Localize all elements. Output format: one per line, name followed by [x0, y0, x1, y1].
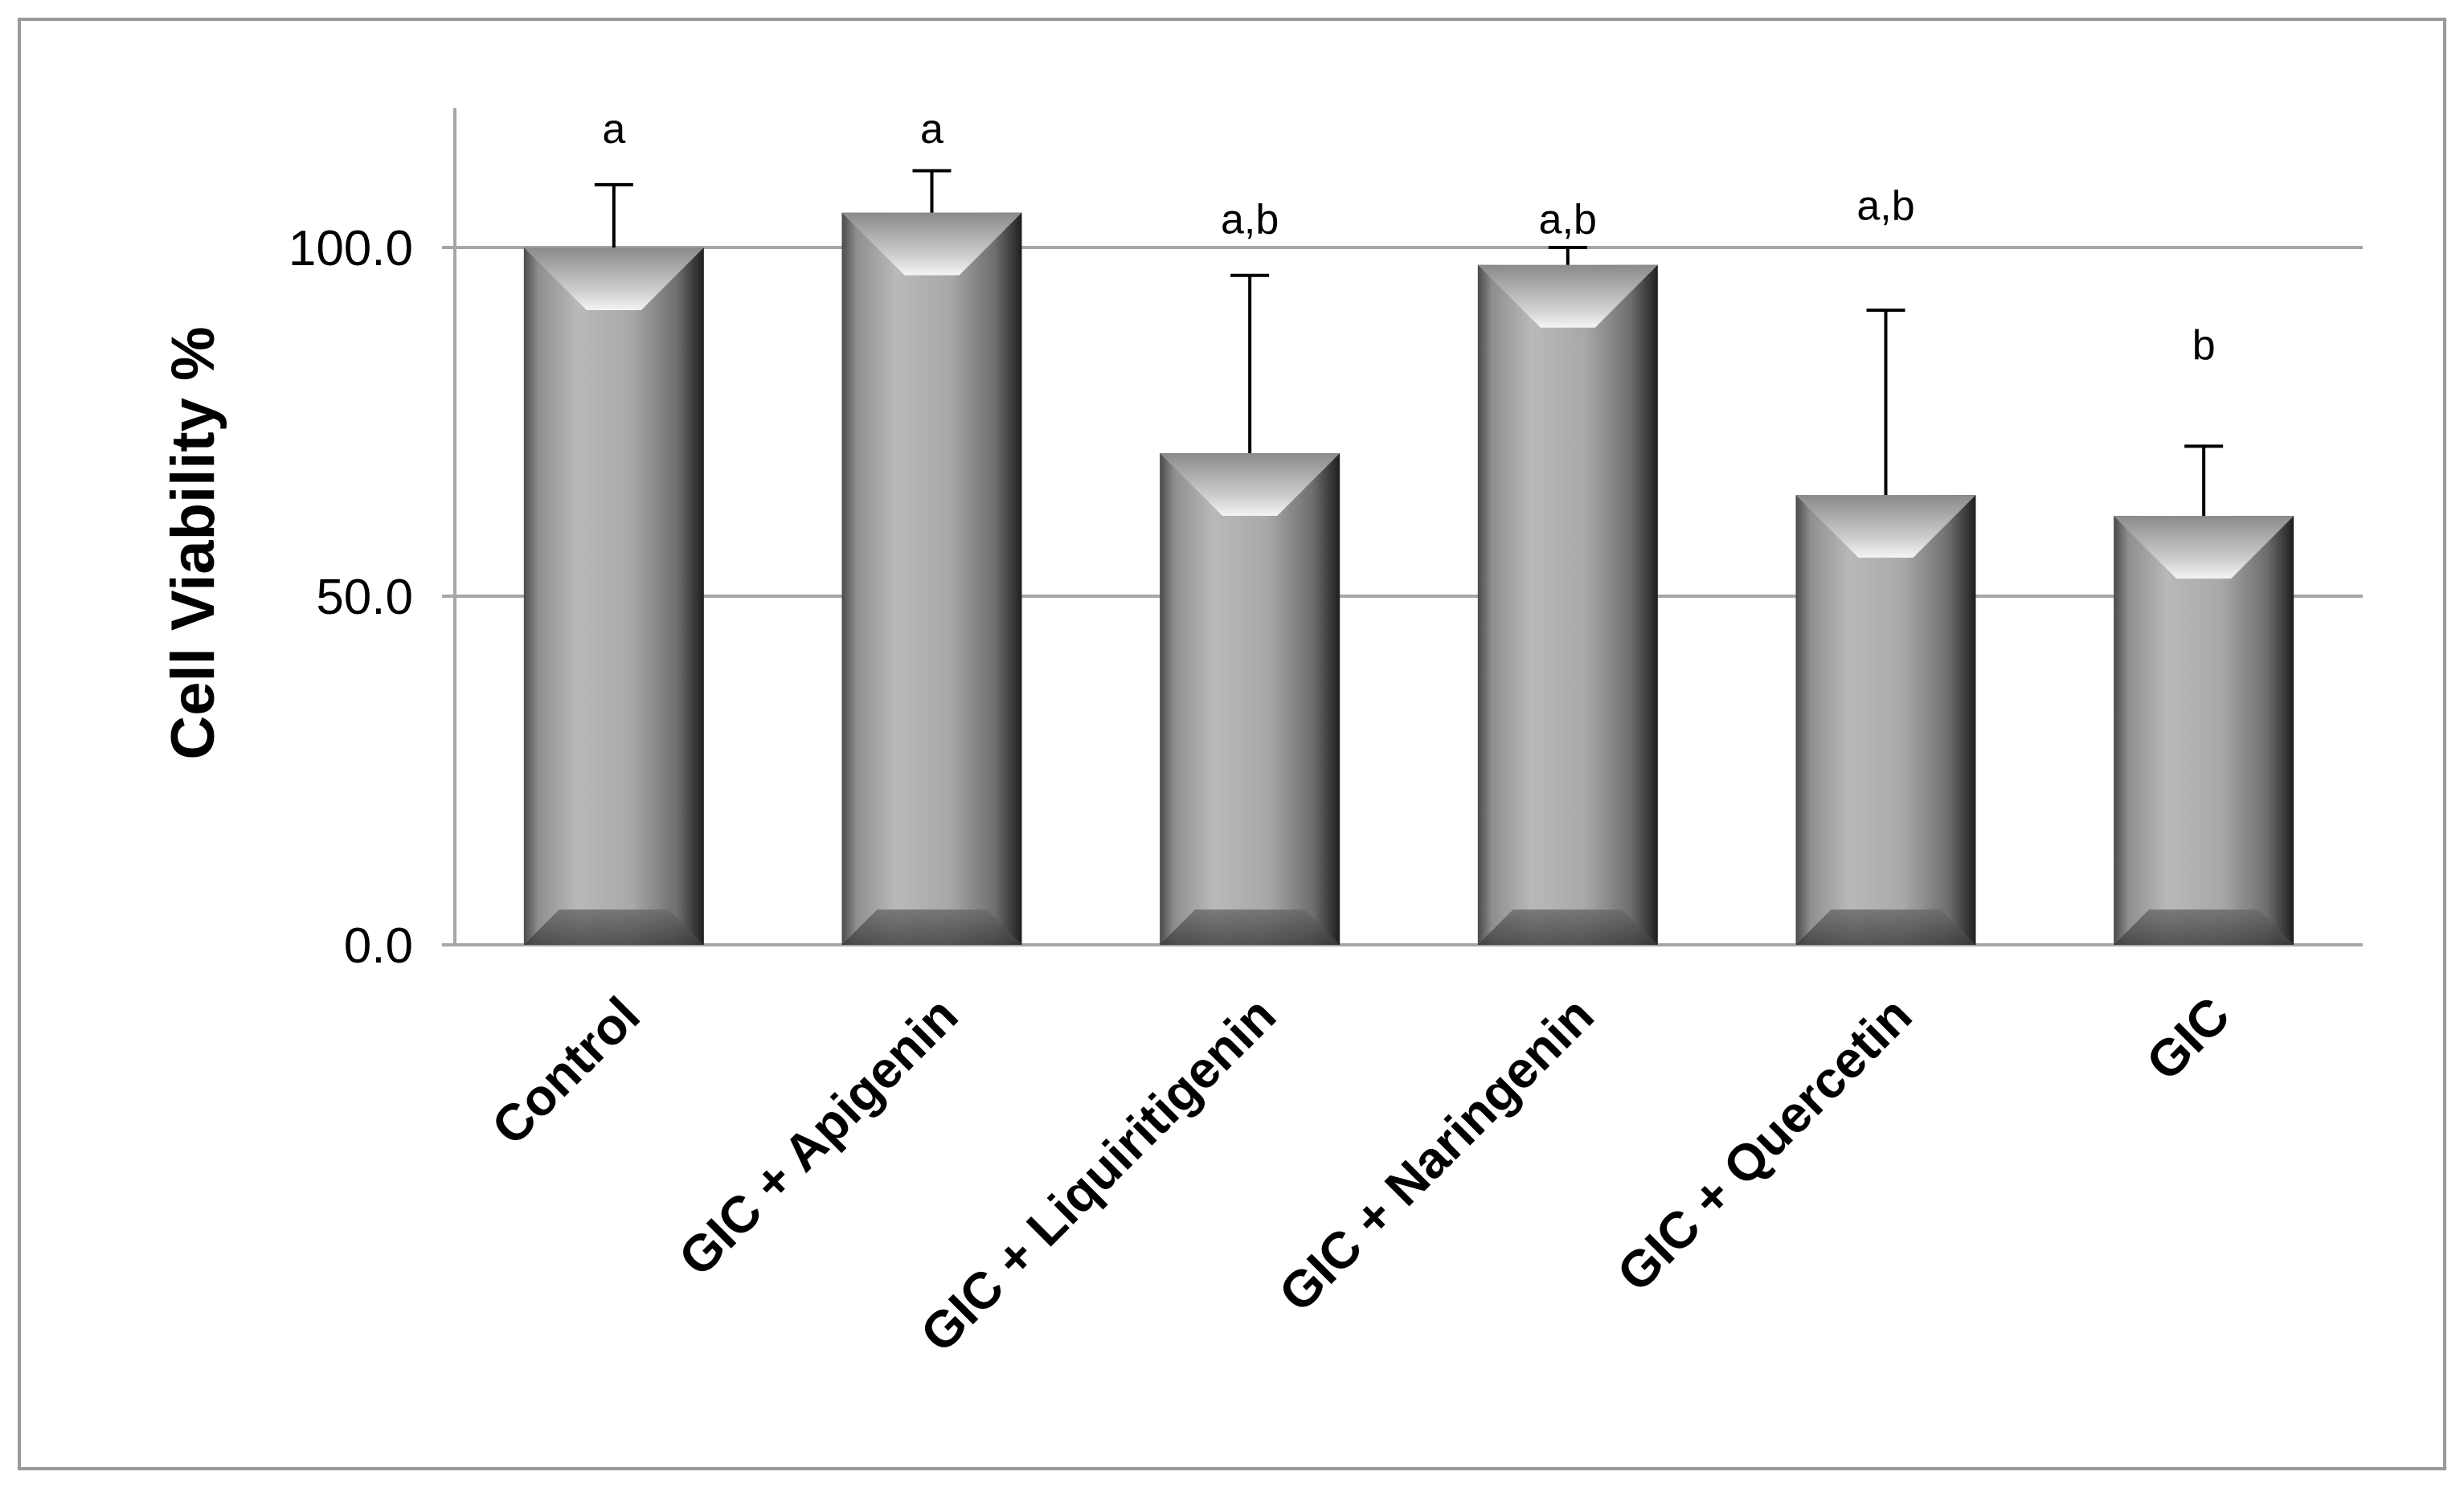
- significance-label: a,b: [1221, 197, 1279, 243]
- bar: [1160, 453, 1340, 945]
- x-tick-label: Control: [481, 986, 651, 1156]
- significance-label: a,b: [1539, 197, 1597, 243]
- bar-bevel-bottom: [1795, 910, 1976, 945]
- error-bars: [594, 169, 2224, 517]
- bar-bevel-top: [1477, 264, 1658, 328]
- bar-body: [523, 247, 704, 945]
- bar: [1477, 264, 1658, 945]
- bar-body: [841, 212, 1022, 946]
- gridlines: [455, 246, 2363, 598]
- significance-label: b: [2192, 322, 2216, 369]
- bar-bevel-top: [1160, 453, 1340, 517]
- error-bar: [2184, 444, 2224, 517]
- y-tick-labels: 0.0 50.0 100.0: [289, 221, 413, 974]
- x-tick-label: GIC + Quercetin: [1606, 986, 1922, 1302]
- bar: [2114, 516, 2294, 945]
- error-bar: [594, 182, 633, 247]
- significance-label: a: [920, 106, 943, 153]
- y-axis-title: Cell Viability %: [159, 326, 227, 759]
- significance-labels: a a a,b a,b a,b b: [602, 106, 2215, 369]
- x-tick-label: GIC + Apigenin: [668, 986, 969, 1287]
- bar: [841, 212, 1022, 946]
- axes: [442, 108, 2363, 946]
- bar-bevel-bottom: [2114, 910, 2294, 945]
- bar-body: [1160, 453, 1340, 945]
- error-bar: [1230, 273, 1270, 454]
- significance-label: a,b: [1856, 182, 1914, 229]
- bar-body: [1795, 495, 1976, 945]
- y-tick-label: 100.0: [289, 221, 413, 276]
- x-tick-label: GIC + Naringenin: [1267, 986, 1604, 1322]
- bar-bevel-bottom: [523, 910, 704, 945]
- error-bar: [1866, 309, 1905, 496]
- bar-chart: a a a,b a,b a,b b 0.0 50.0 100.0 Control GIC + A…: [159, 106, 2363, 1363]
- y-tick-label: 50.0: [316, 570, 413, 625]
- bar-bevel-top: [841, 212, 1022, 276]
- bar-bevel-bottom: [841, 910, 1022, 945]
- error-bar: [1548, 246, 1587, 265]
- bar-bevel-top: [523, 247, 704, 310]
- y-tick-label: 0.0: [344, 918, 413, 974]
- bar-body: [1477, 264, 1658, 945]
- x-tick-label: GIC + Liquiritigenin: [910, 986, 1287, 1363]
- bar-bevel-top: [2114, 516, 2294, 579]
- error-bar: [912, 169, 952, 213]
- x-tick-label: GIC: [2135, 986, 2241, 1091]
- bars: [523, 212, 2294, 946]
- bar-bevel-bottom: [1160, 910, 1340, 945]
- chart-frame: a a a,b a,b a,b b 0.0 50.0 100.0 Control GIC + A…: [18, 18, 2446, 1470]
- bar-bevel-top: [1795, 495, 1976, 558]
- bar: [1795, 495, 1976, 945]
- bar-body: [2114, 516, 2294, 945]
- bar: [523, 247, 704, 945]
- significance-label: a: [602, 106, 625, 153]
- bar-bevel-bottom: [1477, 910, 1658, 945]
